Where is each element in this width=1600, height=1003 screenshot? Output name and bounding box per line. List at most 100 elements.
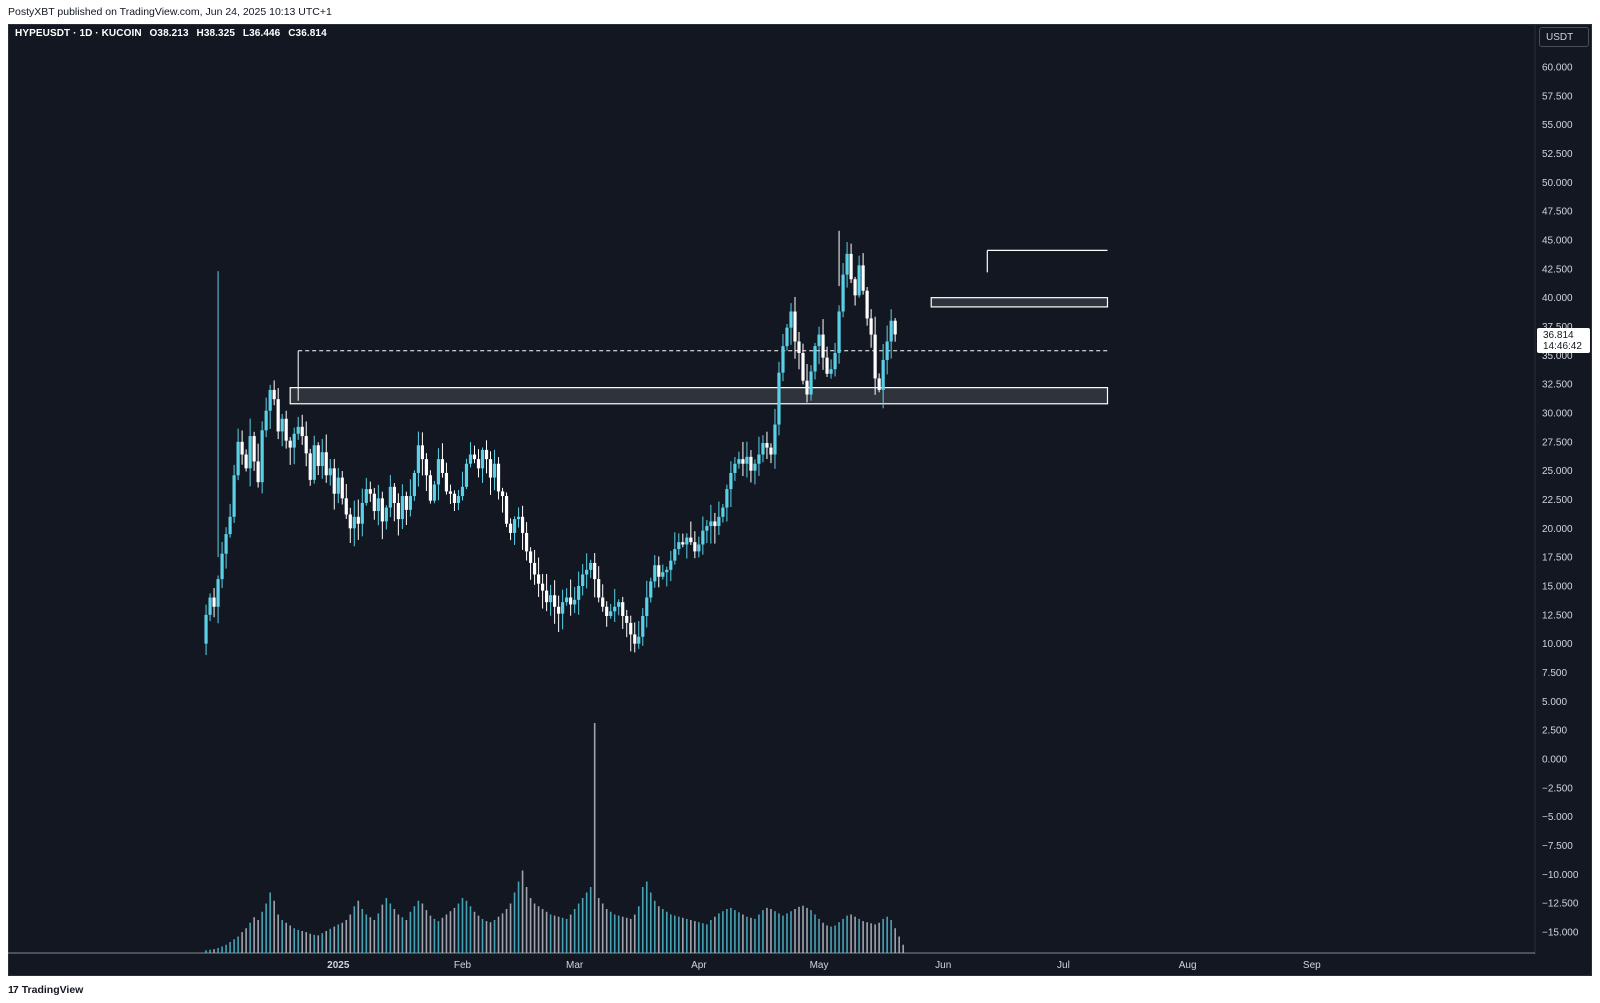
candle-body xyxy=(833,353,837,370)
candle-body xyxy=(545,590,549,603)
candle-body xyxy=(472,454,477,460)
candle-body xyxy=(460,486,465,497)
volume-bar xyxy=(393,909,396,953)
volume-bar xyxy=(682,917,684,953)
volume-bar xyxy=(714,916,716,953)
candle-body xyxy=(689,537,693,543)
volume-bar xyxy=(545,911,548,953)
volume-bar xyxy=(305,932,308,953)
candle-body xyxy=(536,574,541,584)
candle-body xyxy=(885,341,889,360)
volume-bar xyxy=(870,923,872,953)
candle-body xyxy=(272,389,276,400)
volume-bar xyxy=(297,929,300,953)
volume-bar xyxy=(802,905,804,953)
candle-body xyxy=(524,532,529,552)
legend-symbol: HYPEUSDT · 1D · KUCOIN xyxy=(15,28,142,39)
candle-body xyxy=(837,311,841,354)
volume-bar xyxy=(285,922,287,953)
volume-bar xyxy=(289,925,291,953)
candle-body xyxy=(456,496,461,503)
volume-bar xyxy=(790,911,792,953)
volume-bar xyxy=(653,900,656,953)
volume-bar xyxy=(690,920,692,953)
candle-body xyxy=(452,493,457,503)
candle-body xyxy=(212,597,216,607)
last-price-tag: 36.814 14:46:42 xyxy=(1537,328,1590,353)
candle-body xyxy=(540,583,545,591)
volume-bar xyxy=(770,909,772,953)
candle-body xyxy=(520,516,525,533)
candle-body xyxy=(232,475,236,517)
volume-bar xyxy=(497,916,500,953)
candle-body xyxy=(368,489,372,494)
volume-bar xyxy=(425,910,428,953)
candle-body xyxy=(605,606,609,616)
volume-bar xyxy=(329,928,332,953)
candle-body xyxy=(765,442,769,448)
x-tick-label: Jul xyxy=(1057,960,1070,971)
volume-bar xyxy=(253,917,255,953)
volume-bar xyxy=(754,918,756,953)
candle-body xyxy=(593,562,597,580)
volume-bar xyxy=(890,920,892,953)
volume-bar xyxy=(485,921,488,953)
candle-body xyxy=(264,410,268,431)
volume-bar xyxy=(369,917,372,953)
volume-bar xyxy=(241,932,243,953)
volume-bar xyxy=(349,914,352,953)
candle-body xyxy=(352,516,356,529)
candle-body xyxy=(877,378,881,390)
candle-body xyxy=(268,389,272,411)
volume-bar xyxy=(381,904,384,953)
last-price-value: 36.814 xyxy=(1543,330,1574,341)
volume-bar xyxy=(794,909,796,953)
volume-bar xyxy=(345,920,348,953)
candle-body xyxy=(729,472,733,490)
candle-body xyxy=(881,359,885,390)
volume-bar xyxy=(269,892,271,953)
tradingview-logo-icon: 17 xyxy=(8,984,19,996)
volume-bar xyxy=(730,907,732,953)
candle-body xyxy=(673,549,677,561)
volume-bar xyxy=(513,892,516,953)
candle-body xyxy=(276,399,280,432)
candle-body xyxy=(801,353,805,381)
chart-frame[interactable] xyxy=(8,24,1592,976)
volume-bar xyxy=(665,911,668,953)
candle-body xyxy=(316,445,320,467)
y-tick-label: 15.000 xyxy=(1542,582,1573,593)
candle-body xyxy=(504,496,509,524)
y-tick-label: −5.000 xyxy=(1542,812,1573,823)
volume-bar xyxy=(237,936,239,953)
volume-bar xyxy=(461,898,464,953)
volume-bar xyxy=(245,928,247,953)
candle-body xyxy=(645,597,649,616)
candle-body xyxy=(797,341,801,354)
volume-bar xyxy=(313,934,316,953)
volume-bar xyxy=(325,931,328,953)
volume-bar xyxy=(389,903,392,953)
zone-box xyxy=(930,297,1109,308)
candle-body xyxy=(440,459,445,473)
volume-bar xyxy=(670,914,672,953)
volume-bar xyxy=(762,910,764,953)
y-tick-label: 40.000 xyxy=(1542,293,1573,304)
top-bar: PostyXBT published on TradingView.com, J… xyxy=(0,0,1600,24)
volume-bar xyxy=(814,914,816,953)
y-tick-label: 35.000 xyxy=(1542,351,1573,362)
x-tick-label: Mar xyxy=(566,960,584,971)
volume-bar xyxy=(309,933,312,953)
candle-body xyxy=(853,279,857,296)
volume-bar xyxy=(894,928,896,953)
tradingview-logo[interactable]: 17 TradingView xyxy=(8,984,83,996)
y-tick-label: 55.000 xyxy=(1542,120,1573,131)
volume-bar xyxy=(453,907,456,953)
volume-bar xyxy=(621,916,624,953)
volume-bar xyxy=(818,918,820,953)
currency-button[interactable]: USDT xyxy=(1539,27,1589,47)
y-tick-label: 12.500 xyxy=(1542,610,1573,621)
candle-body xyxy=(569,597,573,605)
volume-bar xyxy=(710,920,712,953)
